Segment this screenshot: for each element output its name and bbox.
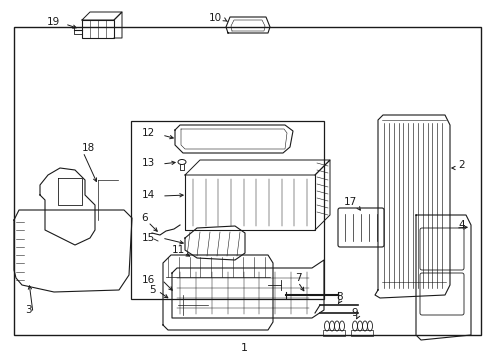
Text: 1: 1 [240,343,247,353]
Text: 9: 9 [351,308,358,318]
Text: 6: 6 [142,213,148,223]
Text: 10: 10 [208,13,221,23]
Text: 19: 19 [46,17,60,27]
Text: 8: 8 [336,292,343,302]
Text: 15: 15 [141,233,154,243]
Bar [131,121,324,299]
Text: 18: 18 [81,143,95,153]
Bar [350,330,372,336]
Text: 5: 5 [148,285,155,295]
Text: 12: 12 [141,128,154,138]
Text: 3: 3 [24,305,31,315]
Text: 16: 16 [141,275,154,285]
Text: 17: 17 [343,197,356,207]
Text: 13: 13 [141,158,154,168]
Text: 11: 11 [171,245,184,255]
Bar [323,330,345,336]
Bar [14,27,480,335]
Text: 7: 7 [294,273,301,283]
Text: 14: 14 [141,190,154,200]
Text: 2: 2 [458,160,465,170]
Text: 4: 4 [458,220,465,230]
